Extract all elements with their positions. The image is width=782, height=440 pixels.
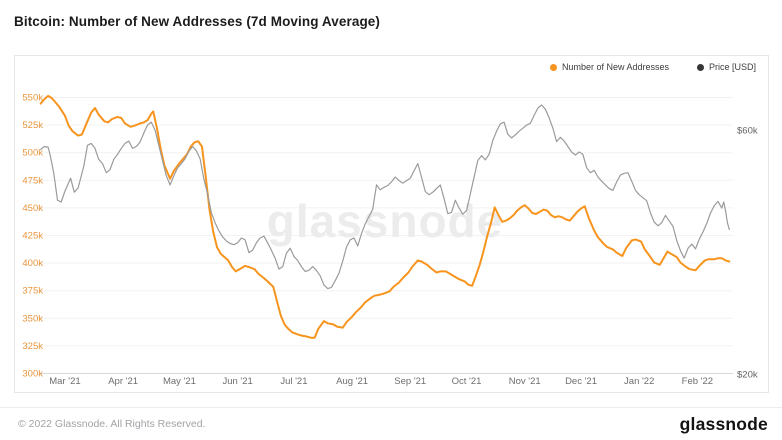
chart-card: Number of New Addresses Price [USD] 300k…: [14, 55, 769, 393]
legend-label-new-addresses: Number of New Addresses: [561, 62, 669, 72]
x-axis-tick-label: Mar '21: [49, 376, 80, 387]
x-axis-tick-label: Sep '21: [394, 376, 426, 387]
left-axis-tick-label: 325k: [22, 341, 43, 352]
legend-label-price: Price [USD]: [708, 62, 756, 72]
glassnode-watermark: glassnode: [267, 195, 504, 247]
price-line: [40, 104, 730, 290]
left-axis-tick-label: 475k: [22, 175, 43, 186]
left-axis-tick-label: 550k: [22, 93, 43, 104]
footer: © 2022 Glassnode. All Rights Reserved. g…: [0, 407, 782, 440]
x-axis-tick-label: Apr '21: [108, 376, 138, 387]
page-title: Bitcoin: Number of New Addresses (7d Mov…: [14, 14, 381, 29]
x-axis-tick-label: Jun '21: [222, 376, 252, 387]
x-axis-tick-label: Feb '22: [682, 376, 713, 387]
line-chart-plot: 300k 325k 350k 375k 400k 425k 450k 475k 500k 525k…: [22, 93, 758, 388]
right-axis-tick-label: $20k: [737, 370, 758, 381]
addresses-line: [39, 94, 731, 339]
legend-dot-orange-icon: [549, 63, 557, 71]
legend-dot-gray-icon: [696, 63, 704, 71]
legend-item-price[interactable]: Price [USD]: [696, 62, 756, 72]
left-axis-tick-label: 400k: [22, 258, 43, 269]
left-axis-tick-label: 450k: [22, 203, 43, 214]
x-axis-tick-label: Oct '21: [452, 376, 482, 387]
footer-copyright: © 2022 Glassnode. All Rights Reserved.: [18, 418, 206, 430]
x-axis-tick-label: Aug '21: [336, 376, 368, 387]
left-axis-tick-label: 350k: [22, 313, 43, 324]
left-axis-tick-label: 425k: [22, 231, 43, 242]
left-axis-tick-label: 300k: [22, 369, 43, 380]
x-axis-tick-label: Jul '21: [280, 376, 307, 387]
x-axis-tick-label: Dec '21: [565, 376, 597, 387]
left-axis-tick-label: 500k: [22, 148, 43, 159]
left-axis-tick-label: 525k: [22, 120, 43, 131]
x-axis-tick-label: Jan '22: [624, 376, 654, 387]
left-axis-tick-label: 375k: [22, 286, 43, 297]
x-axis-tick-label: May '21: [163, 376, 196, 387]
glassnode-logo: glassnode: [679, 413, 768, 434]
chart-legend: Number of New Addresses Price [USD]: [549, 62, 756, 72]
legend-item-new-addresses[interactable]: Number of New Addresses: [549, 62, 669, 72]
x-axis-tick-label: Nov '21: [509, 376, 541, 387]
right-axis-tick-label: $60k: [737, 126, 758, 137]
